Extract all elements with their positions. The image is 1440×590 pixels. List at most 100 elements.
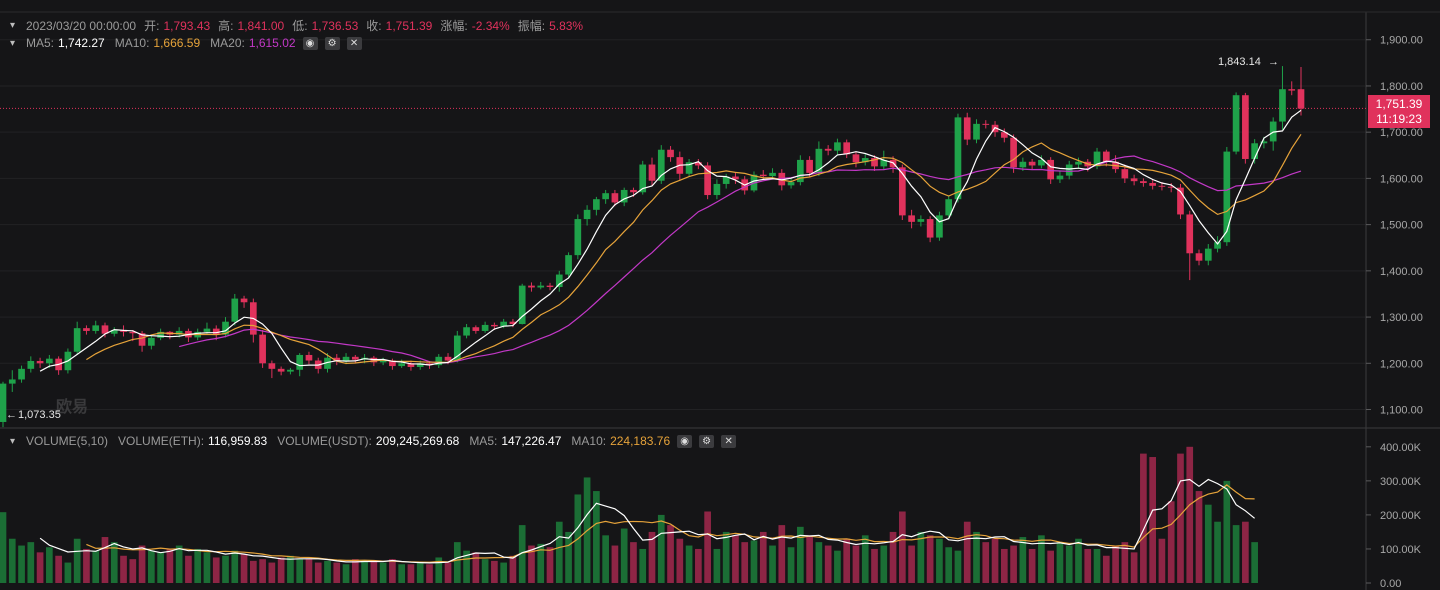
volume-bar [537,543,545,583]
volume-bar [1038,535,1045,583]
candle-body [574,219,582,256]
volume-bar [416,562,424,583]
volume-tick-label: 200.00K [1380,510,1422,522]
candle-body [898,167,906,216]
candle-body [1242,95,1249,159]
gear-icon[interactable]: ⚙ [699,434,715,448]
candle-body [259,334,266,364]
volume-bar [1167,501,1175,583]
volume-bar [435,557,443,583]
candle-body [73,328,81,352]
volume-bar [722,531,730,583]
volume-bar [778,525,786,583]
gear-icon[interactable]: ⚙ [324,36,340,50]
volume-bar [1112,545,1119,583]
eye-icon[interactable]: ◉ [677,434,693,448]
volume-bar [861,535,869,583]
volume-title: VOLUME(5,10) [26,434,109,448]
volume-ma5-label: MA5: [469,434,498,448]
volume-bar [630,542,637,583]
candle-body [1158,185,1166,187]
ma5-value: 1,742.27 [58,36,105,50]
candle-body [222,321,229,335]
volume-bar [259,559,266,583]
candle-body [815,148,823,173]
ma5-line [39,109,1302,372]
volume-bar [871,548,878,583]
volume-bar [620,528,628,583]
volume-ma10-value: 224,183.76 [610,434,671,448]
candle-body [305,354,313,361]
volume-bar [314,562,322,583]
volume-tick-label: 0.00 [1380,578,1401,590]
volume-tick-label: 300.00K [1380,476,1422,488]
volume-bar [1251,542,1258,583]
volume-bar [120,555,127,583]
candle-body [46,358,53,364]
candle-body [926,219,934,238]
volume-bar [351,559,359,583]
candle-body [797,159,804,183]
candle-body [787,182,795,186]
chevron-down-icon[interactable]: ▾ [10,20,16,31]
volume-usdt-value: 209,245,269.68 [375,434,460,448]
volume-bar [1019,537,1027,583]
close-icon[interactable]: ✕ [346,36,362,50]
volume-ma5-line [39,478,1255,564]
volume-bar [1204,504,1212,583]
candle-body [973,123,980,140]
candle-body [8,379,16,384]
chevron-down-icon[interactable]: ▾ [10,37,16,49]
ma-legend: ▾ MA5: 1,742.27 MA10: 1,666.59 MA20: 1,615.… [10,36,362,50]
ma20-label: MA20: [210,36,245,50]
candle-body [379,360,387,363]
candle-body [231,298,239,322]
volume-bar [166,548,174,583]
candle-body [611,193,619,203]
change-value: -2.34% [471,18,510,33]
volume-bar [639,548,647,583]
volume-bar [797,526,804,583]
candle-body [1260,141,1268,144]
volume-bar [268,562,276,583]
candle-body [426,363,433,366]
candle-body [704,165,711,196]
eye-icon[interactable]: ◉ [302,36,318,50]
volume-bar [277,557,285,583]
candle-body [463,327,470,336]
candle-body [871,158,878,167]
volume-bar [296,559,304,583]
candle-body [667,149,674,158]
candle-body [472,327,480,331]
volume-bar [889,531,897,583]
volume-bar [324,560,331,583]
volume-bar [759,531,767,583]
volume-bar [500,562,507,583]
candle-body [982,123,990,125]
volume-eth-value: 116,959.83 [208,434,268,448]
volume-ma5-value: 147,226.47 [501,434,562,448]
candle-body [620,189,628,203]
volume-usdt-label: VOLUME(USDT): [277,434,372,448]
chevron-down-icon[interactable]: ▾ [10,435,16,447]
volume-legend: ▾ VOLUME(5,10) VOLUME(ETH): 116,959.83 VO… [10,434,737,448]
svg-text:欧易: 欧易 [56,397,88,416]
volume-bar [954,550,962,583]
close-icon[interactable]: ✕ [721,434,737,448]
volume-bar [157,552,164,583]
volume-bar [1028,548,1036,583]
candle-body [1093,151,1101,167]
volume-bar [361,560,368,583]
candle-body [1204,248,1212,261]
volume-bar [982,542,990,583]
volume-bar [444,562,452,583]
volume-bar [101,537,109,583]
candle-body [852,154,860,163]
volume-tick-label: 400.00K [1380,442,1422,454]
candle-body [27,360,35,369]
candle-body [769,172,776,177]
volume-bar [305,559,313,583]
candle-body [695,162,702,166]
volume-bar [1000,548,1008,583]
